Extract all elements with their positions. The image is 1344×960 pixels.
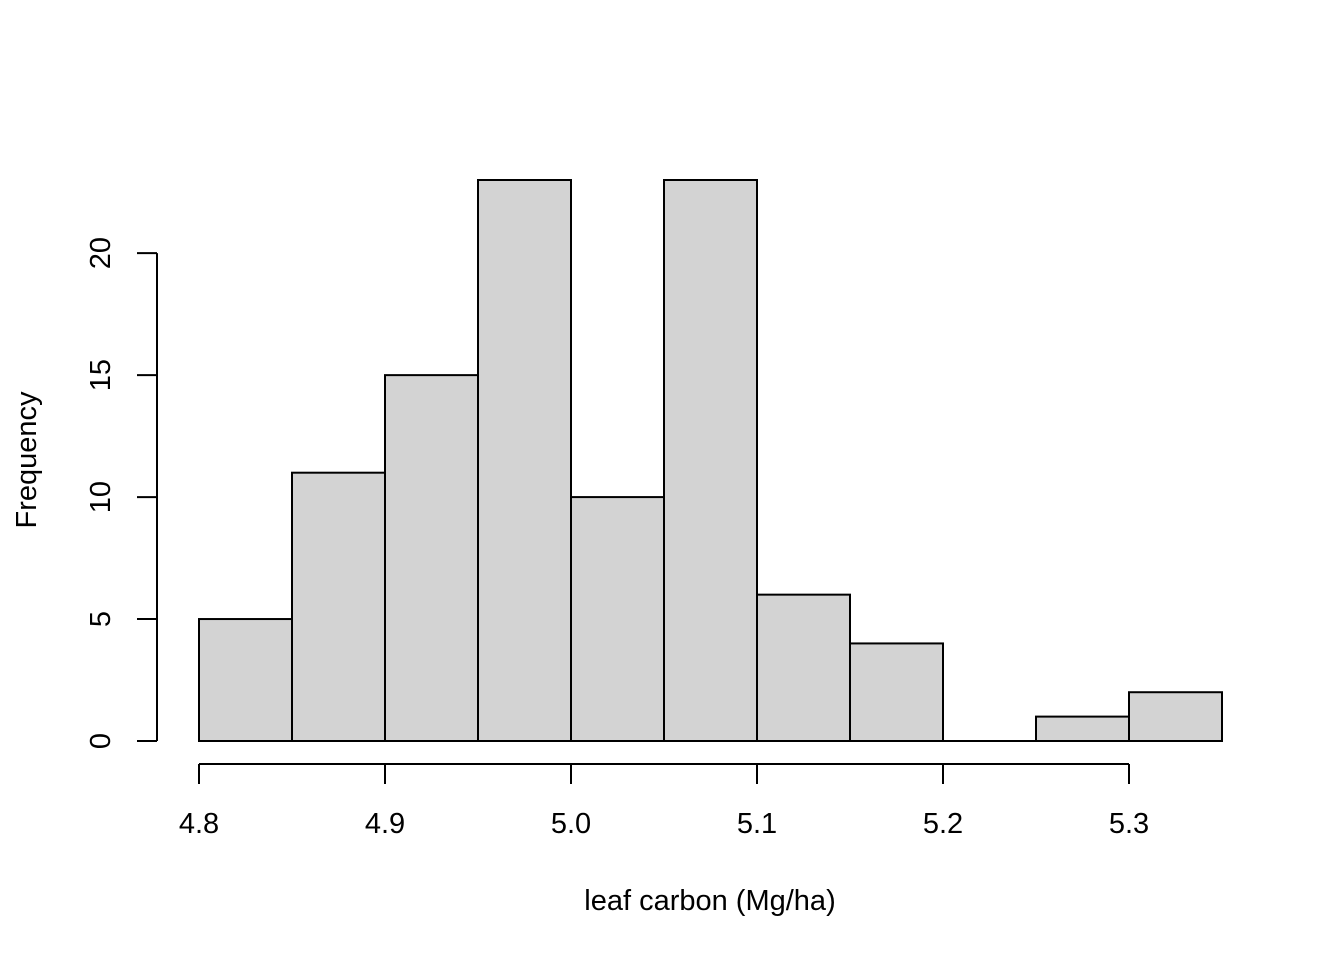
histogram-bar bbox=[756, 593, 851, 742]
y-axis: 0 5 10 15 20 bbox=[85, 237, 158, 749]
y-tick-label: 0 bbox=[85, 733, 117, 749]
histogram-bar bbox=[198, 618, 293, 742]
histogram-bar bbox=[291, 471, 386, 742]
x-tick-label: 5.1 bbox=[737, 808, 777, 840]
y-tick-label: 20 bbox=[85, 237, 117, 269]
x-tick-label: 5.3 bbox=[1109, 808, 1149, 840]
y-axis-title: Frequency bbox=[11, 391, 43, 529]
histogram-bar bbox=[570, 496, 665, 742]
histogram-bar bbox=[477, 179, 572, 742]
y-tick-label: 15 bbox=[85, 359, 117, 391]
histogram-bar bbox=[384, 374, 479, 742]
histogram-bar bbox=[1035, 715, 1130, 743]
x-axis: 4.8 4.9 5.0 5.1 5.2 5.3 bbox=[179, 763, 1149, 840]
x-tick-label: 4.9 bbox=[365, 808, 405, 840]
histogram-bar bbox=[1128, 691, 1223, 743]
x-tick-label: 5.2 bbox=[923, 808, 963, 840]
x-axis-title: leaf carbon (Mg/ha) bbox=[584, 885, 835, 917]
histogram-bar bbox=[849, 642, 944, 742]
histogram-bar bbox=[663, 179, 758, 742]
y-tick-label: 10 bbox=[85, 481, 117, 513]
y-tick-label: 5 bbox=[85, 611, 117, 627]
x-tick-label: 4.8 bbox=[179, 808, 219, 840]
histogram-bars bbox=[198, 179, 1223, 743]
x-tick-label: 5.0 bbox=[551, 808, 591, 840]
